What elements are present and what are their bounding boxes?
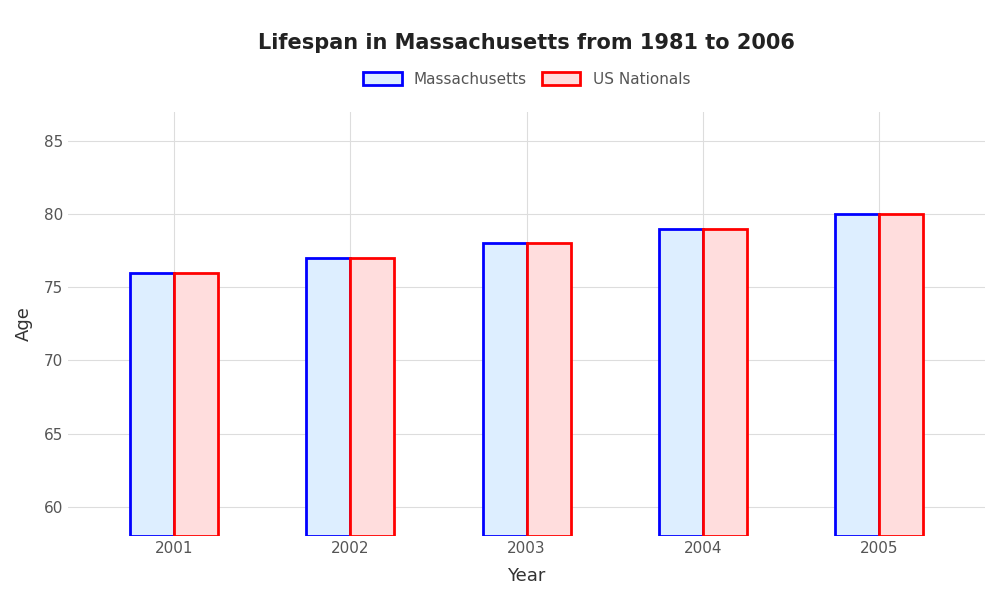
Bar bbox=[483, 243, 527, 536]
Bar bbox=[879, 214, 923, 536]
Bar bbox=[527, 243, 571, 536]
Bar bbox=[130, 272, 174, 536]
X-axis label: Year: Year bbox=[507, 567, 546, 585]
Bar bbox=[350, 258, 394, 536]
Legend: Massachusetts, US Nationals: Massachusetts, US Nationals bbox=[356, 64, 698, 94]
Bar bbox=[659, 229, 703, 536]
Bar bbox=[306, 258, 350, 536]
Bar bbox=[835, 214, 879, 536]
Y-axis label: Age: Age bbox=[15, 307, 33, 341]
Title: Lifespan in Massachusetts from 1981 to 2006: Lifespan in Massachusetts from 1981 to 2… bbox=[258, 33, 795, 53]
Bar bbox=[174, 272, 218, 536]
Bar bbox=[703, 229, 747, 536]
